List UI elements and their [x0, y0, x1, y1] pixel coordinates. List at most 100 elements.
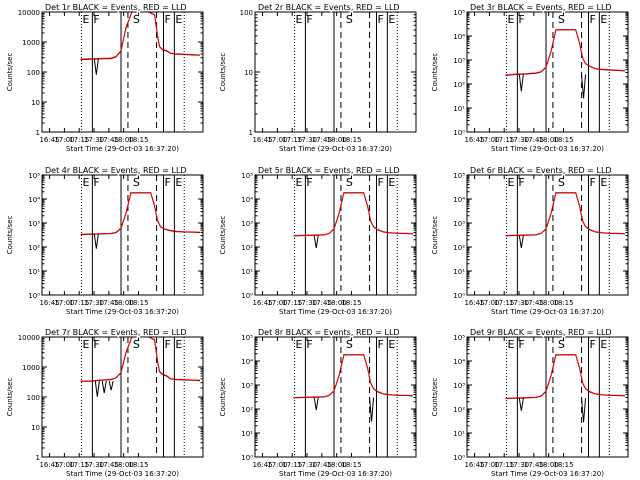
- y-tick-label: 10²: [453, 81, 465, 89]
- y-axis-label: Counts/sec: [6, 53, 14, 92]
- lld-trace: [293, 354, 414, 398]
- y-tick-label: 10³: [241, 220, 253, 228]
- detector-panel-5: 10⁰ 10¹ 10² 10³ 10⁴ 10⁵ 16:4517:0017:1517:3017…: [219, 165, 417, 316]
- y-tick-label: 10000: [18, 334, 40, 342]
- x-tick-label: 17:30: [297, 299, 317, 307]
- panel-title: Det 8r BLACK = Events, RED = LLD: [258, 328, 400, 337]
- y-axis-label: Counts/sec: [431, 53, 439, 92]
- region-label: S: [346, 176, 353, 189]
- y-tick-label: 10²: [453, 406, 465, 414]
- region-label: S: [346, 13, 353, 26]
- region-label: E: [175, 338, 182, 351]
- y-axis-label: Counts/sec: [219, 53, 227, 92]
- lld-trace: [505, 29, 626, 76]
- x-tick-label: 17:00: [54, 136, 74, 144]
- y-tick-label: 10²: [241, 406, 253, 414]
- event-dip: [108, 380, 114, 391]
- x-tick-label: 16:45: [252, 461, 272, 469]
- x-tick-label: 18:00: [327, 461, 347, 469]
- y-axis-label: Counts/sec: [6, 378, 14, 417]
- region-label: S: [133, 338, 140, 351]
- x-tick-label: 17:45: [99, 461, 119, 469]
- x-tick-label: 17:45: [99, 299, 119, 307]
- y-axis-label: Counts/sec: [219, 378, 227, 417]
- plot-frame: [466, 11, 629, 133]
- y-tick-label: 10¹: [241, 268, 253, 276]
- y-tick-label: 10⁰: [453, 454, 465, 462]
- detector-panel-7: 1 10 100 1000 10000 16:4517:0017:1517:3017:45…: [6, 327, 204, 478]
- plot-frame: [254, 11, 417, 133]
- y-tick-label: 10⁵: [28, 172, 40, 180]
- region-label: S: [346, 338, 353, 351]
- y-tick-label: 1: [249, 129, 253, 137]
- region-label: F: [589, 13, 595, 26]
- y-tick-label: 100: [27, 394, 40, 402]
- region-label: S: [558, 176, 565, 189]
- x-axis-label: Start Time (29-Oct-03 16:37:20): [491, 145, 604, 153]
- region-label: E: [600, 176, 607, 189]
- region-label: F: [164, 338, 170, 351]
- x-tick-label: 17:45: [312, 461, 332, 469]
- detector-panel-3: 10⁰ 10¹ 10² 10³ 10⁴ 10⁵ 16:4517:0017:1517:3017…: [431, 2, 629, 153]
- y-tick-label: 10²: [241, 244, 253, 252]
- x-tick-label: 17:00: [479, 461, 499, 469]
- x-tick-label: 17:00: [479, 136, 499, 144]
- region-label: E: [175, 176, 182, 189]
- x-axis-label: Start Time (29-Oct-03 16:37:20): [279, 308, 392, 316]
- y-axis-label: Counts/sec: [6, 216, 14, 255]
- y-tick-label: 10²: [28, 244, 40, 252]
- y-tick-label: 10⁴: [28, 196, 40, 204]
- y-tick-label: 1000: [22, 39, 40, 47]
- x-tick-label: 16:45: [39, 299, 59, 307]
- event-dip: [313, 235, 319, 249]
- y-tick-label: 10³: [241, 382, 253, 390]
- x-tick-label: 17:15: [494, 299, 514, 307]
- y-tick-label: 10: [31, 99, 40, 107]
- x-tick-label: 18:15: [341, 299, 361, 307]
- y-tick-label: 10⁴: [453, 358, 465, 366]
- x-tick-label: 17:00: [267, 461, 287, 469]
- y-tick-label: 10³: [28, 220, 40, 228]
- event-dip: [369, 397, 375, 422]
- y-tick-label: 1000: [22, 364, 40, 372]
- detector-panel-2: 1 10 100 16:4517:0017:1517:3017:4518:0018:1…: [219, 2, 417, 153]
- x-tick-label: 18:00: [114, 299, 134, 307]
- detector-panel-1: 1 10 100 1000 10000 16:4517:0017:1517:3017:45…: [6, 2, 204, 153]
- x-tick-label: 17:30: [509, 299, 529, 307]
- x-tick-label: 17:00: [267, 136, 287, 144]
- event-dip: [93, 58, 99, 75]
- lld-trace: [505, 354, 626, 399]
- x-tick-label: 17:15: [69, 461, 89, 469]
- panel-title: Det 2r BLACK = Events, RED = LLD: [258, 3, 400, 12]
- x-tick-label: 16:45: [464, 461, 484, 469]
- region-label: F: [306, 338, 312, 351]
- y-tick-label: 10¹: [453, 105, 465, 113]
- region-label: F: [518, 13, 524, 26]
- x-tick-label: 17:30: [297, 136, 317, 144]
- x-tick-label: 18:15: [553, 299, 573, 307]
- event-dip: [93, 234, 99, 249]
- x-tick-label: 17:15: [69, 299, 89, 307]
- detector-panel-9: 10⁰ 10¹ 10² 10³ 10⁴ 10⁵ 16:4517:0017:1517:3017…: [431, 327, 629, 478]
- events-trace: [293, 354, 414, 399]
- y-tick-label: 10: [244, 69, 253, 77]
- region-label: E: [296, 13, 303, 26]
- x-tick-label: 17:00: [54, 299, 74, 307]
- x-tick-label: 17:15: [282, 136, 302, 144]
- x-axis-label: Start Time (29-Oct-03 16:37:20): [66, 145, 179, 153]
- event-dip: [581, 74, 587, 99]
- region-label: S: [133, 13, 140, 26]
- y-tick-label: 10⁵: [241, 334, 253, 342]
- x-axis-label: Start Time (29-Oct-03 16:37:20): [66, 470, 179, 478]
- region-label: S: [558, 13, 565, 26]
- x-tick-label: 18:00: [327, 299, 347, 307]
- y-tick-label: 10⁰: [453, 129, 465, 137]
- event-dip: [518, 74, 524, 92]
- plot-frame: [466, 174, 629, 296]
- region-label: E: [83, 338, 90, 351]
- lld-trace: [80, 192, 201, 235]
- x-tick-label: 18:00: [327, 136, 347, 144]
- y-axis-label: Counts/sec: [431, 378, 439, 417]
- x-tick-label: 17:45: [524, 461, 544, 469]
